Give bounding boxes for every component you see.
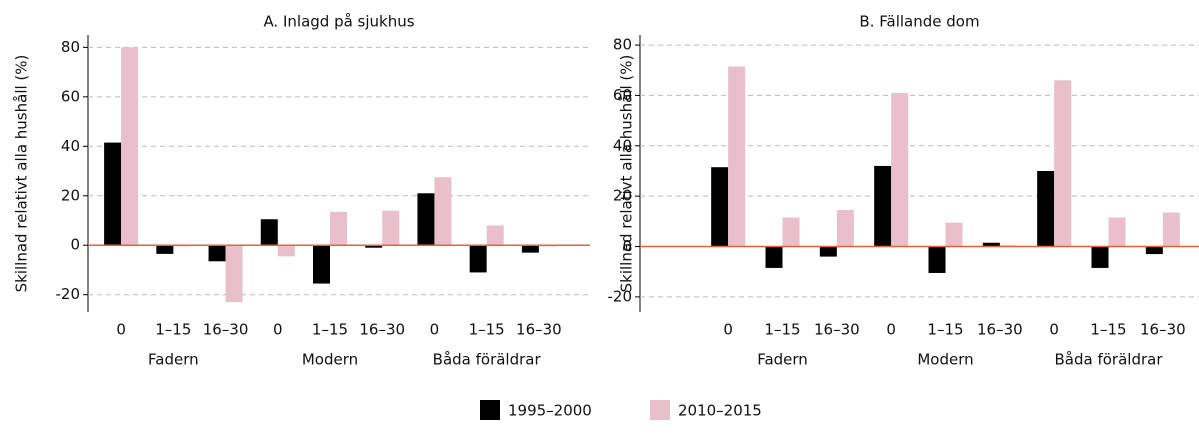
bar: [521, 245, 539, 253]
bar: [225, 245, 243, 303]
group-label: Modern: [917, 351, 973, 369]
x-tick-label: 16–30: [359, 321, 405, 339]
legend-swatch: [650, 400, 670, 420]
x-tick-label: 0: [430, 321, 440, 339]
x-tick-label: 0: [1049, 321, 1059, 339]
bar: [728, 66, 746, 247]
bar: [1037, 170, 1055, 247]
bar: [208, 245, 226, 262]
bar: [260, 219, 278, 246]
bar: [330, 211, 347, 246]
y-axis-label: Skillnad relativt alla hushåll (%): [618, 55, 636, 293]
x-tick-label: 1–15: [469, 321, 505, 339]
bar: [417, 193, 435, 246]
bar: [945, 222, 963, 247]
x-tick-label: 1–15: [927, 321, 963, 339]
group-label: Båda föräldrar: [1055, 351, 1164, 369]
bar: [1145, 246, 1163, 255]
x-tick-label: 1–15: [1090, 321, 1126, 339]
x-tick-label: 0: [723, 321, 733, 339]
bar: [1054, 80, 1072, 247]
y-tick-label: 60: [61, 87, 80, 105]
bar: [277, 245, 295, 257]
bar: [382, 210, 400, 246]
y-tick-label: 20: [61, 186, 80, 204]
bar: [836, 210, 854, 247]
x-tick-label: 1–15: [155, 321, 191, 339]
x-tick-label: 0: [273, 321, 283, 339]
y-tick-label: 40: [61, 137, 80, 155]
bar: [121, 47, 139, 246]
bar: [365, 245, 383, 248]
bar: [891, 92, 909, 247]
group-label: Båda föräldrar: [433, 351, 542, 369]
x-tick-label: 1–15: [312, 321, 348, 339]
x-tick-label: 0: [886, 321, 896, 339]
bar: [782, 217, 800, 247]
x-tick-label: 16–30: [516, 321, 562, 339]
bar: [486, 225, 504, 246]
bar: [1108, 217, 1126, 247]
y-tick-label: 0: [622, 237, 632, 255]
bar: [874, 165, 892, 247]
x-tick-label: 1–15: [764, 321, 800, 339]
y-tick-label: 80: [61, 38, 80, 56]
x-tick-label: 16–30: [1140, 321, 1186, 339]
bar: [156, 245, 174, 254]
y-tick-label: -20: [56, 285, 81, 303]
bar: [765, 246, 783, 268]
legend-label: 1995–2000: [508, 402, 592, 420]
x-tick-label: 16–30: [203, 321, 249, 339]
x-tick-label: 16–30: [977, 321, 1023, 339]
y-tick-label: 20: [613, 187, 632, 205]
y-tick-label: 80: [613, 36, 632, 54]
y-tick-label: -20: [608, 287, 633, 305]
legend-label: 2010–2015: [678, 402, 762, 420]
y-axis-label: Skillnad relativt alla hushåll (%): [13, 55, 31, 293]
x-tick-label: 0: [116, 321, 126, 339]
bar: [711, 167, 729, 247]
bar: [819, 246, 837, 257]
bar: [982, 242, 1000, 247]
bar: [928, 246, 946, 273]
group-label: Modern: [302, 351, 358, 369]
group-label: Fadern: [148, 351, 199, 369]
bar: [1162, 212, 1180, 247]
bar: [434, 177, 452, 246]
legend-swatch: [480, 400, 500, 420]
y-tick-label: 40: [613, 136, 632, 154]
x-tick-label: 16–30: [814, 321, 860, 339]
bar: [1091, 246, 1109, 268]
group-label: Fadern: [757, 351, 808, 369]
chart-title: B. Fällande dom: [859, 13, 979, 31]
y-tick-label: 0: [70, 236, 80, 254]
bar: [313, 245, 330, 284]
chart-title: A. Inlagd på sjukhus: [263, 13, 414, 31]
y-tick-label: 60: [613, 86, 632, 104]
bar: [469, 245, 487, 273]
bar: [104, 142, 122, 246]
